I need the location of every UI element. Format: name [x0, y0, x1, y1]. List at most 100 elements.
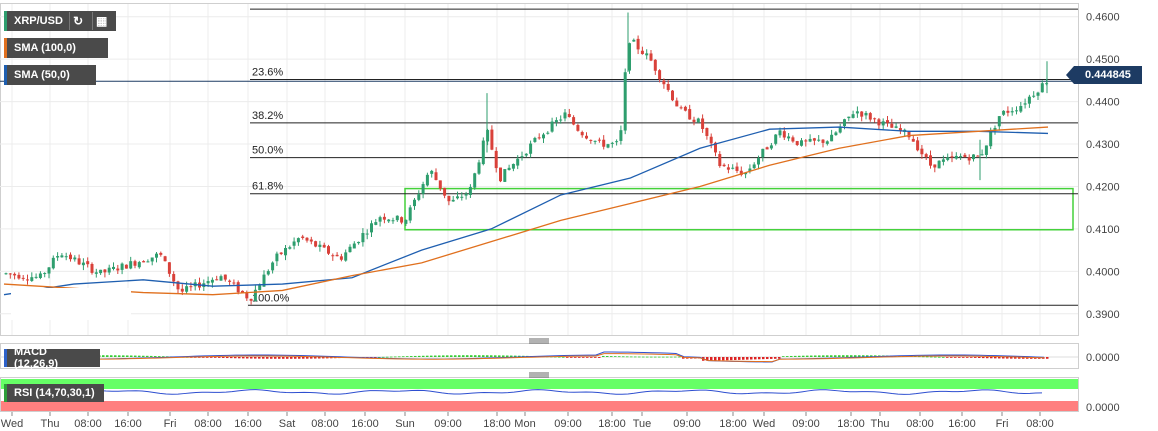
- candle: [757, 155, 760, 170]
- candle-body: [253, 289, 257, 301]
- macd-histogram-bar: [270, 357, 273, 359]
- candle-body: [142, 261, 146, 263]
- macd-histogram-bar: [810, 355, 813, 357]
- candle: [791, 135, 795, 143]
- macd-histogram-bar: [830, 355, 833, 357]
- candle-body: [486, 130, 490, 142]
- candle: [365, 229, 369, 240]
- candle-body: [137, 262, 141, 268]
- x-tick-label: 16:00: [948, 418, 976, 430]
- rsi-legend[interactable]: RSI (14,70,30,1): [4, 384, 104, 402]
- x-tick-label: Thu: [871, 418, 890, 430]
- candle-body: [649, 53, 653, 61]
- sma50-legend[interactable]: SMA (50,0): [4, 65, 96, 85]
- candle: [765, 146, 769, 150]
- macd-histogram-bar: [718, 357, 721, 361]
- macd-histogram-bar: [682, 357, 685, 359]
- macd-histogram-bar: [714, 357, 717, 361]
- candle-body: [546, 132, 550, 134]
- macd-histogram-bar: [942, 356, 945, 358]
- macd-histogram-bar: [1022, 357, 1025, 359]
- macd-histogram-bar: [618, 356, 621, 358]
- macd-histogram-bar: [590, 357, 593, 358]
- candle-body: [176, 281, 180, 290]
- candle: [133, 259, 137, 269]
- candle-body: [808, 138, 812, 142]
- x-tick-label: 08:00: [74, 418, 102, 430]
- candle-body: [56, 256, 60, 258]
- candle-body: [722, 164, 726, 167]
- macd-histogram-bar: [498, 355, 501, 357]
- candle: [554, 117, 558, 127]
- macd-histogram-bar: [386, 356, 389, 358]
- candle-body: [868, 113, 872, 120]
- macd-histogram-bar: [566, 357, 569, 358]
- macd-legend[interactable]: MACD (12,26,9): [4, 346, 100, 370]
- candle-body: [628, 43, 631, 71]
- candle: [666, 80, 670, 92]
- candle: [481, 137, 485, 166]
- candle-body: [959, 156, 963, 158]
- candle: [563, 108, 567, 122]
- refresh-icon[interactable]: ↻: [68, 12, 87, 30]
- candle: [8, 273, 12, 279]
- candle: [610, 141, 614, 148]
- candle-body: [542, 134, 545, 139]
- candle: [933, 164, 937, 173]
- calendar-icon[interactable]: ▦: [92, 12, 110, 30]
- candle-body: [907, 131, 911, 138]
- candle: [90, 262, 94, 275]
- macd-histogram-bar: [462, 355, 465, 357]
- macd-histogram-bar: [434, 355, 437, 357]
- candle: [511, 163, 515, 172]
- candle-body: [782, 131, 786, 138]
- main-panel-frame: [0, 3, 1079, 336]
- candle-body: [365, 233, 369, 235]
- candle-body: [86, 261, 90, 265]
- candle: [288, 245, 292, 250]
- candle-body: [714, 142, 717, 153]
- macd-histogram-bar: [274, 357, 277, 359]
- candle: [1019, 101, 1023, 113]
- candle-body: [232, 282, 236, 284]
- candle-body: [21, 277, 25, 279]
- macd-histogram-bar: [766, 357, 769, 360]
- candle: [559, 115, 563, 124]
- candle: [640, 46, 644, 55]
- macd-histogram-bar: [970, 357, 973, 358]
- macd-histogram-bar: [794, 355, 797, 357]
- candle-body: [215, 279, 219, 281]
- candle-body: [34, 276, 38, 278]
- candle-body: [210, 279, 214, 283]
- candle-body: [456, 196, 459, 199]
- candle: [649, 49, 653, 62]
- candle: [937, 160, 941, 169]
- candle-body: [739, 170, 743, 175]
- candle: [886, 116, 889, 127]
- candle: [60, 253, 64, 258]
- macd-histogram-bar: [650, 356, 653, 358]
- candle: [4, 272, 8, 275]
- candle: [232, 279, 236, 286]
- candle: [911, 135, 915, 142]
- macd-histogram-bar: [710, 357, 713, 361]
- candle-body: [774, 134, 778, 144]
- candle-body: [352, 243, 356, 249]
- candle-body: [43, 273, 47, 275]
- candle: [215, 275, 219, 281]
- candle: [236, 280, 240, 295]
- macd-histogram-bar: [502, 355, 505, 357]
- sma100-legend[interactable]: SMA (100,0): [4, 38, 108, 58]
- support-zone-rect: [404, 187, 1074, 231]
- candle: [249, 298, 253, 305]
- candle: [253, 285, 257, 302]
- macd-histogram-bar: [778, 357, 781, 359]
- macd-histogram-bar: [818, 355, 821, 357]
- candle: [838, 123, 842, 134]
- y-tick-label: 0.4400: [1086, 97, 1120, 109]
- y-tick-label: 0.4300: [1086, 139, 1120, 151]
- candle-body: [327, 246, 330, 254]
- candle-body: [417, 194, 421, 200]
- macd-histogram-bar: [1026, 357, 1029, 359]
